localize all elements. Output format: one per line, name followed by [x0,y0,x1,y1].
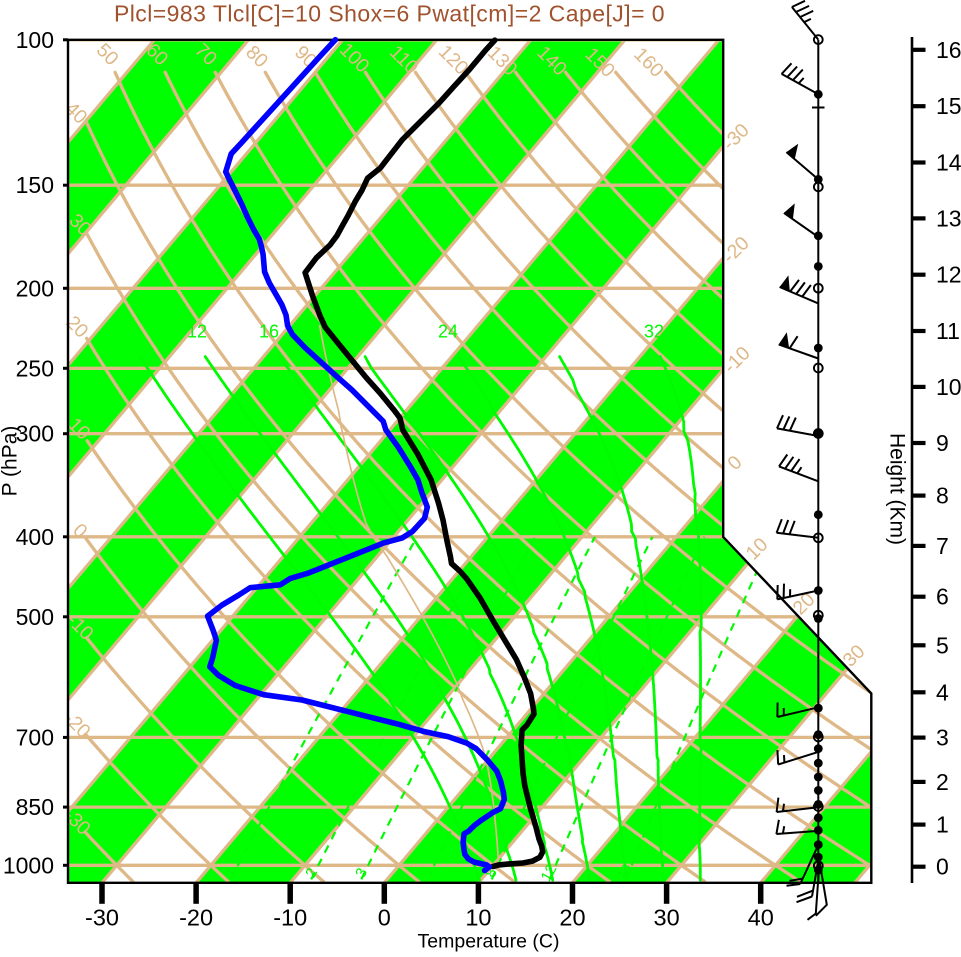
svg-text:2: 2 [936,769,949,795]
svg-text:20: 20 [559,905,585,931]
svg-text:32: 32 [644,322,664,342]
svg-text:3: 3 [936,725,949,751]
svg-text:15: 15 [936,93,961,119]
svg-text:1000: 1000 [3,852,54,878]
svg-text:Height (Km): Height (Km) [886,433,909,545]
svg-text:-10: -10 [273,905,307,931]
svg-text:100: 100 [16,27,54,53]
svg-text:200: 200 [16,275,54,301]
svg-text:10: 10 [936,374,961,400]
svg-text:P (hPa): P (hPa) [0,426,22,497]
svg-text:16: 16 [259,322,279,342]
svg-text:11: 11 [936,318,960,344]
svg-text:Temperature (C): Temperature (C) [418,931,560,953]
svg-text:12: 12 [936,262,961,288]
svg-text:500: 500 [16,604,54,630]
svg-text:1: 1 [936,812,949,838]
svg-text:7: 7 [936,533,949,559]
svg-text:850: 850 [16,794,54,820]
svg-text:13: 13 [936,205,961,231]
svg-text:14: 14 [936,150,961,176]
svg-text:400: 400 [16,524,54,550]
svg-text:300: 300 [16,421,54,447]
svg-text:250: 250 [16,355,54,381]
svg-text:0: 0 [378,905,391,931]
svg-text:6: 6 [936,584,949,610]
svg-text:24: 24 [438,322,458,342]
svg-text:0: 0 [936,854,949,880]
svg-text:4: 4 [936,679,949,705]
svg-text:10: 10 [465,905,491,931]
svg-text:5: 5 [936,632,949,658]
svg-text:30: 30 [654,905,680,931]
svg-text:12: 12 [538,862,561,885]
svg-text:16: 16 [936,37,961,63]
svg-text:150: 150 [16,172,54,198]
svg-text:8: 8 [936,483,949,509]
svg-text:-20: -20 [179,905,213,931]
svg-text:9: 9 [936,430,949,456]
svg-text:20: 20 [614,862,637,885]
svg-text:Plcl=983 Tlcl[C]=10 Shox=6 Pwa: Plcl=983 Tlcl[C]=10 Shox=6 Pwat[cm]=2 Ca… [114,1,665,27]
svg-text:-30: -30 [85,905,119,931]
svg-text:12: 12 [187,322,207,342]
svg-text:700: 700 [16,724,54,750]
svg-text:40: 40 [748,905,774,931]
